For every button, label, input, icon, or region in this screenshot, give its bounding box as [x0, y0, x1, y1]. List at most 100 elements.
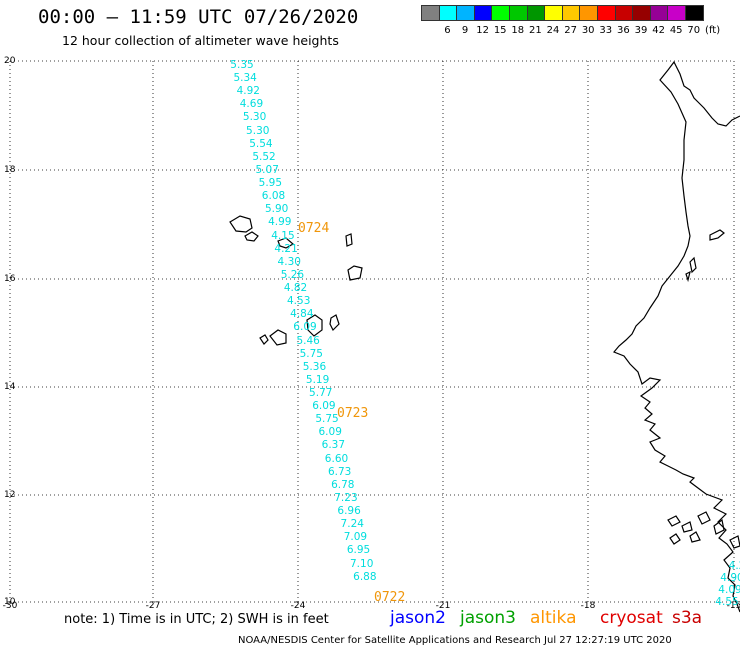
lon-label: -24: [290, 601, 306, 611]
scale-label: 18: [511, 25, 525, 36]
cape-verde-island: [329, 314, 340, 332]
bijagos-island: [689, 531, 701, 543]
wave-height-value: 5.46: [296, 334, 320, 347]
scale-label: 42: [652, 25, 665, 36]
wave-height-value: 4.90: [720, 572, 740, 584]
wave-height-value: 5.75: [315, 413, 339, 426]
map-subtitle: 12 hour collection of altimeter wave hei…: [62, 33, 339, 48]
scale-label: 6: [444, 25, 451, 36]
wave-height-value: 6.78: [331, 478, 355, 491]
wave-height-value: 5.52: [252, 150, 276, 163]
wave-height-value: 6.37: [321, 439, 346, 452]
lat-label: 12: [4, 490, 16, 500]
bijagos-island: [713, 518, 725, 535]
wave-height-value: 7.23: [334, 491, 358, 504]
cape-verde-island: [347, 265, 363, 281]
wave-height-value: 7.24: [340, 518, 364, 531]
wave-height-value: 6.73: [327, 465, 352, 478]
lat-label: 18: [4, 165, 16, 175]
west-africa-coastline: [613, 60, 740, 613]
lon-label: -27: [145, 601, 161, 611]
footnote: note: 1) Time is in UTC; 2) SWH is in fe…: [64, 612, 329, 627]
coast-island: [689, 256, 697, 274]
satellite-cryosat: cryosat: [600, 608, 663, 628]
wave-height-value: 7.09: [343, 531, 368, 544]
wave-height-value: 5.90: [264, 203, 289, 216]
cape-verde-island: [244, 231, 259, 242]
scale-label: 12: [476, 25, 489, 36]
date-label: 0723: [337, 406, 369, 421]
lat-label: 14: [4, 382, 16, 392]
coast-island: [709, 229, 725, 241]
wave-height-value: 4.55: [715, 596, 739, 608]
wave-height-value: 6.08: [261, 190, 286, 203]
wave-height-value: 4.15: [271, 229, 295, 242]
wave-height-value: 6.09: [312, 400, 336, 413]
lon-label: -18: [580, 601, 596, 611]
cape-verde-island: [306, 314, 323, 337]
wave-height-value: 6.09: [293, 321, 317, 334]
lon-label: -15: [726, 601, 740, 611]
scale-label: 24: [546, 25, 560, 36]
wave-height-value: 4.2: [728, 560, 740, 572]
coastline: [229, 60, 740, 613]
map-title: 00:00 – 11:59 UTC 07/26/2020: [38, 6, 359, 28]
wave-height-value: 5.36: [302, 360, 327, 373]
wave-height-value: 6.95: [346, 544, 371, 557]
wave-height-value: 5.75: [299, 347, 323, 360]
wave-height-value: 5.30: [246, 124, 270, 137]
cape-verde-island: [259, 334, 269, 345]
wave-height-value: 6.09: [318, 426, 342, 439]
scale-label: 15: [493, 25, 507, 36]
wave-height-value: 4.84: [290, 308, 314, 321]
scale-label: 36: [617, 25, 630, 36]
wave-height-value: 4.21: [274, 242, 298, 255]
scale-unit: (ft): [705, 25, 721, 36]
wave-height-value: 5.77: [309, 387, 333, 399]
scale-label: 45: [669, 25, 683, 36]
wave-height-value: 4.82: [283, 282, 308, 295]
wave-height-value: 6.60: [324, 452, 349, 465]
lat-label: 16: [4, 274, 16, 284]
wave-height-value: 5.35: [230, 59, 254, 71]
wave-height-value: 4.99: [268, 216, 292, 229]
lat-label: 20: [4, 56, 16, 66]
scale-swatch: [685, 5, 704, 21]
cape-verde-island: [277, 237, 295, 249]
wave-height-value: 5.34: [233, 72, 257, 85]
wave-height-value: 5.19: [305, 373, 330, 386]
satellite-jason3: jason3: [460, 608, 516, 628]
wave-height-value: 5.54: [249, 137, 273, 150]
wave-height-value: 5.26: [280, 268, 305, 281]
bijagos-island: [681, 521, 693, 533]
wave-height-value: 6.96: [337, 505, 361, 518]
wave-height-value: 7.10: [349, 557, 374, 570]
lat-lon-grid: [9, 60, 735, 603]
wave-height-value: 6.88: [353, 570, 377, 583]
wave-height-value: 4.53: [286, 295, 311, 308]
bijagos-island: [667, 515, 681, 527]
scale-label: 70: [687, 25, 701, 36]
scale-label: 27: [564, 25, 577, 36]
cape-verde-island: [229, 215, 253, 233]
cape-verde-island: [269, 329, 287, 346]
wave-height-value: 5.95: [258, 177, 283, 190]
lat-label: 10: [4, 597, 16, 607]
cape-verde-island: [345, 233, 353, 247]
bijagos-island: [729, 535, 740, 549]
bijagos-island: [697, 511, 711, 525]
satellite-s3a: s3a: [672, 608, 703, 628]
wave-height-value: 4.69: [239, 98, 264, 111]
scale-label: 39: [634, 25, 648, 36]
lon-label: -21: [435, 601, 451, 611]
scale-label: 30: [581, 25, 595, 36]
scale-label: 33: [599, 25, 613, 36]
coast-island: [685, 270, 691, 283]
wave-height-value: 4.09: [718, 584, 740, 596]
lon-label: -30: [2, 601, 18, 611]
bijagos-island: [669, 533, 681, 545]
scale-label: 21: [529, 25, 542, 36]
wave-height-value: 5.07: [255, 163, 279, 176]
date-label: 0722: [374, 590, 406, 605]
